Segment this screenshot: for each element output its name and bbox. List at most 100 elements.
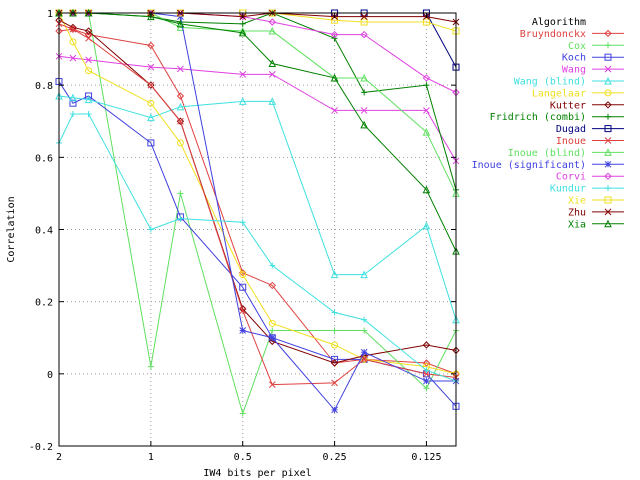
y-axis-label: Correlation: [6, 196, 17, 262]
series-xia: [55, 8, 460, 255]
legend-item: Inoue: [556, 136, 624, 147]
x-tick-label: 0.125: [411, 452, 441, 463]
data-point: [422, 221, 431, 230]
legend-marker: [604, 125, 612, 133]
data-point: [176, 23, 185, 31]
series-langelaar: [55, 9, 460, 378]
legend-marker: [604, 76, 612, 85]
legend-marker: [604, 148, 612, 156]
legend-label: Xie: [568, 196, 586, 207]
y-tick-label: 0: [47, 370, 53, 381]
data-point: [177, 190, 184, 197]
data-point: [69, 93, 77, 102]
series-line: [59, 12, 457, 93]
data-point: [268, 319, 276, 327]
legend-item: Langelaar: [532, 88, 624, 99]
data-point: [69, 111, 76, 118]
legend-marker: [604, 196, 612, 204]
data-point: [422, 359, 431, 367]
legend-label: Xia: [568, 219, 586, 230]
legend-marker: [604, 101, 612, 109]
data-point: [423, 385, 430, 392]
data-point: [69, 25, 77, 33]
legend-item: Bruyndonckx: [520, 29, 624, 40]
legend-item: Xie: [568, 196, 624, 207]
legend-item: Fridrich (combi): [490, 112, 624, 123]
data-point: [360, 120, 368, 129]
y-tick-label: 0.4: [35, 226, 53, 237]
legend-label: Dugad: [556, 124, 586, 135]
data-point: [239, 20, 246, 27]
data-point: [239, 283, 247, 291]
data-point: [360, 18, 368, 26]
axis-ticks: 2 1 0.5 0.25 0.125 -0.2 0 0.2 0.4 0.6 0.8 1: [29, 9, 456, 463]
legend-item: Kutter: [550, 100, 624, 111]
legend-label: Wang (blind): [514, 77, 586, 88]
legend-item: Wang: [562, 65, 624, 76]
legend-marker: [604, 65, 612, 73]
plot-area: [55, 8, 460, 417]
data-point: [239, 70, 247, 78]
data-point: [85, 34, 92, 42]
legend-marker: [605, 113, 611, 120]
data-point: [331, 107, 338, 114]
data-point: [147, 63, 155, 71]
data-point: [422, 74, 431, 82]
x-tick-label: 1: [148, 452, 154, 463]
data-point: [147, 99, 155, 107]
y-tick-label: 1: [47, 9, 53, 20]
data-point: [423, 107, 430, 114]
data-point: [147, 41, 155, 50]
legend-item: Kundur: [550, 184, 624, 195]
data-point: [330, 30, 339, 39]
legend-marker: [604, 208, 612, 216]
legend-label: Koch: [562, 53, 586, 64]
series-line: [58, 12, 457, 375]
data-point: [238, 97, 247, 105]
data-point: [422, 127, 431, 136]
legend-marker: [604, 137, 612, 144]
x-tick-label: 0.5: [234, 452, 252, 463]
legend-marker: [604, 29, 612, 38]
data-point: [147, 139, 155, 147]
data-point: [176, 102, 185, 111]
data-point: [331, 406, 338, 414]
data-point: [331, 341, 339, 349]
legend-item: Xia: [568, 219, 624, 230]
legend-title: Algorithm: [532, 17, 586, 28]
series-xie: [55, 9, 460, 35]
legend-label: Inoue (significant): [472, 160, 586, 171]
legend-label: Bruyndonckx: [520, 29, 586, 40]
legend-label: Cox: [568, 41, 586, 52]
data-point: [268, 381, 276, 389]
series-line: [59, 12, 457, 32]
data-point: [177, 65, 184, 73]
legend-label: Zhu: [568, 207, 586, 218]
legend-marker: [604, 160, 612, 168]
grid-lines: [58, 12, 456, 447]
data-point: [147, 12, 155, 21]
data-point: [177, 215, 184, 222]
series-line: [58, 19, 457, 364]
data-point: [147, 81, 155, 89]
data-point: [423, 370, 430, 378]
series-line: [59, 12, 457, 416]
series-inoue-significant: [55, 9, 460, 414]
data-point: [147, 113, 155, 122]
data-point: [239, 327, 247, 334]
data-point: [361, 316, 368, 323]
data-point: [361, 327, 368, 334]
data-point: [69, 54, 77, 62]
legend-marker: [605, 185, 611, 192]
data-point: [361, 89, 368, 96]
x-axis-label: IW4 bits per pixel: [203, 468, 311, 479]
y-tick-label: 0.2: [35, 298, 53, 309]
data-point: [360, 30, 368, 39]
series-corvi: [55, 9, 460, 97]
data-point: [84, 95, 93, 104]
data-point: [268, 59, 277, 68]
data-point: [268, 70, 276, 78]
series-line: [58, 113, 457, 382]
data-point: [238, 28, 247, 37]
legend-marker: [604, 53, 612, 61]
